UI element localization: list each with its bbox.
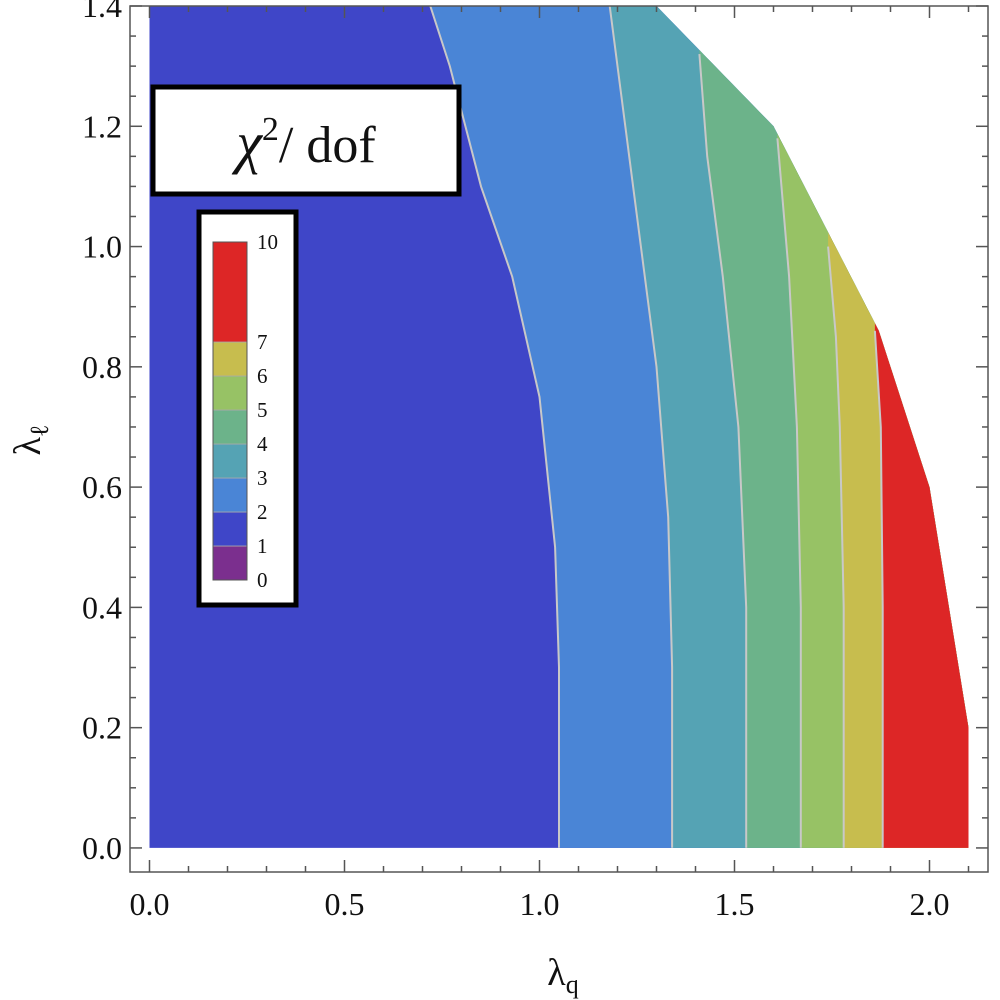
legend-label-10: 10	[257, 230, 278, 254]
axis-ticks	[130, 5, 988, 872]
y-tick-label: 1.4	[82, 0, 122, 24]
x-tick-labels: 0.0 0.5 1.0 1.5 2.0	[130, 886, 950, 922]
y-tick-label: 0.8	[82, 349, 122, 385]
y-tick-label: 0.6	[82, 469, 122, 505]
legend-swatch-7-10	[212, 241, 248, 343]
contour-line-4	[698, 54, 748, 848]
legend-swatch-1-2	[212, 511, 248, 547]
y-axis-label: λℓ	[7, 425, 54, 456]
legend-swatches	[212, 241, 248, 581]
legend-label-4: 4	[257, 432, 268, 456]
legend: 0 1 2 3 4 5 6 7 10	[196, 209, 299, 608]
legend-swatch-6-7	[212, 341, 248, 377]
x-tick-label: 1.5	[715, 886, 755, 922]
legend-label-2: 2	[257, 500, 268, 524]
y-tick-label: 1.2	[82, 108, 122, 144]
legend-label-5: 5	[257, 398, 268, 422]
legend-swatch-0-1	[212, 545, 248, 581]
contour-line-5	[776, 138, 802, 848]
legend-swatch-5-6	[212, 375, 248, 411]
plot-frame	[129, 5, 989, 873]
legend-labels: 0 1 2 3 4 5 6 7 10	[257, 230, 278, 592]
legend-swatch-4-5	[212, 409, 248, 445]
legend-label-0: 0	[257, 568, 268, 592]
y-tick-label: 0.0	[82, 830, 122, 866]
legend-bar-outline	[212, 241, 248, 581]
contour-line-6	[827, 246, 845, 848]
x-tick-label: 1.0	[520, 886, 560, 922]
x-tick-label: 0.0	[130, 886, 170, 922]
y-tick-label: 0.4	[82, 589, 122, 625]
legend-swatch-2-3	[212, 477, 248, 513]
legend-label-3: 3	[257, 466, 268, 490]
contour-line-3	[608, 6, 674, 848]
y-tick-label: 0.2	[82, 710, 122, 746]
chart-title: χ2/ dof	[231, 110, 376, 175]
title-box: χ2/ dof	[150, 84, 462, 197]
contour-line-7	[873, 330, 884, 848]
legend-swatch-3-4	[212, 443, 248, 479]
title-box-frame	[150, 84, 462, 197]
legend-label-6: 6	[257, 364, 268, 388]
y-tick-labels: 0.0 0.2 0.4 0.6 0.8 1.0 1.2 1.4	[82, 0, 122, 866]
y-tick-label: 1.0	[82, 229, 122, 265]
legend-label-1: 1	[257, 534, 268, 558]
legend-label-7: 7	[257, 330, 268, 354]
x-tick-label: 0.5	[325, 886, 365, 922]
x-tick-label: 2.0	[910, 886, 950, 922]
x-axis-label: λq	[547, 952, 578, 999]
